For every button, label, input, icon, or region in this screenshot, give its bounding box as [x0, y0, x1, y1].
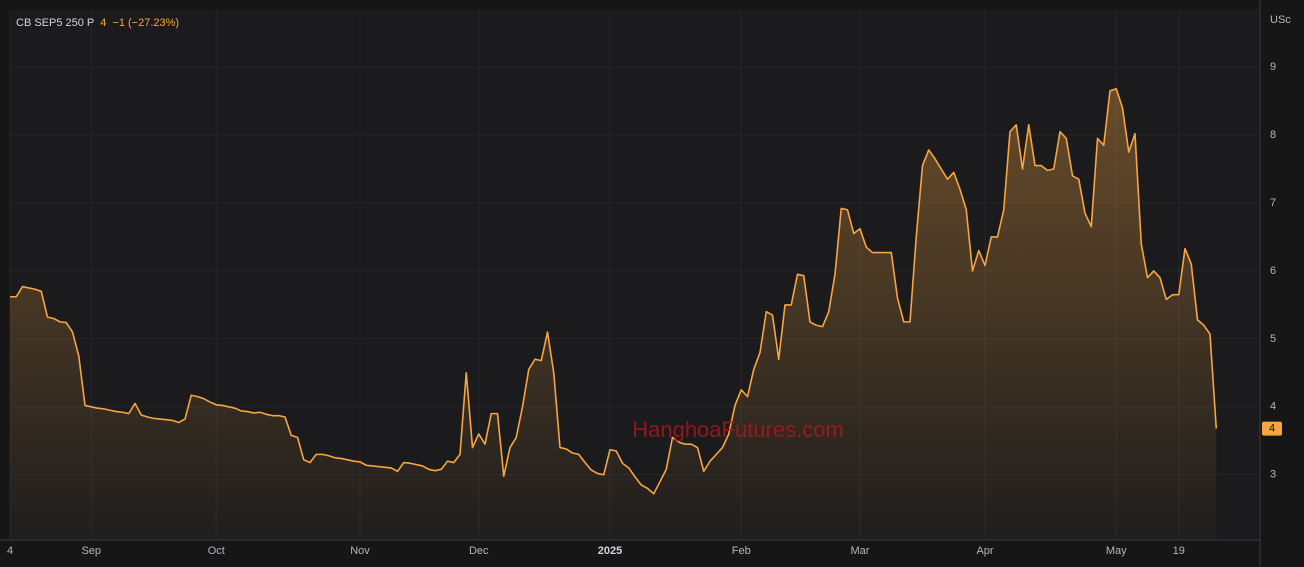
change: −1 (−27.23%): [112, 17, 179, 29]
marks: [10, 88, 1218, 540]
x-tick-label: Mar: [851, 545, 870, 557]
x-tick-label: 2025: [598, 545, 622, 557]
x-tick-label: Dec: [469, 545, 489, 557]
y-tick-label: 8: [1270, 129, 1276, 141]
y-tick-label: 7: [1270, 197, 1276, 209]
watermark: HanghoaFutures.com: [632, 417, 844, 442]
x-tick-label: 19: [1173, 545, 1185, 557]
x-tick-label: 4: [7, 545, 13, 557]
line: [10, 88, 1218, 495]
header: CB SEP5 250 P 4 −1 (−27.23%): [16, 17, 179, 29]
area: [10, 88, 1217, 540]
y-tick-label: 4: [1270, 401, 1276, 413]
y-tick-label: 9: [1270, 61, 1276, 73]
last-price-label: 4: [1269, 422, 1275, 434]
last-price-badge: [1262, 421, 1282, 436]
y-tick-label: 6: [1270, 265, 1276, 277]
symbol: CB SEP5 250 P: [16, 17, 94, 29]
price: 4: [100, 17, 106, 29]
x-tick-label: Apr: [976, 545, 993, 557]
unit-label: USc: [1270, 14, 1291, 26]
x-tick-label: Feb: [732, 545, 751, 557]
x-tick-label: May: [1106, 545, 1127, 557]
x-tick-label: Oct: [208, 545, 225, 557]
x-tick-label: Nov: [350, 545, 370, 557]
x-tick-label: Sep: [81, 545, 101, 557]
y-tick-label: 3: [1270, 469, 1276, 481]
y-tick-label: 5: [1270, 333, 1276, 345]
